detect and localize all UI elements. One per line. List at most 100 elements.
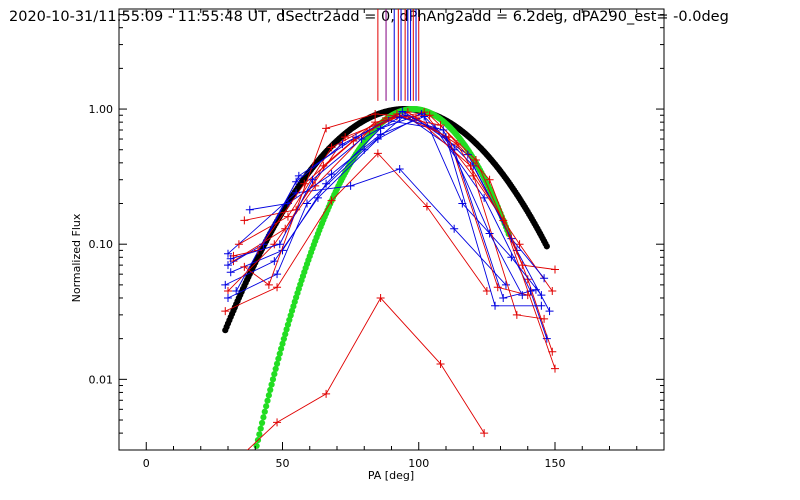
- model-point: [278, 345, 285, 352]
- y-tick-label: 0.10: [89, 238, 114, 251]
- data-point: [221, 307, 230, 316]
- model-point: [268, 381, 275, 388]
- data-point: [398, 107, 407, 116]
- series-blue: [221, 114, 549, 289]
- model-point: [269, 376, 277, 383]
- data-point: [436, 121, 445, 130]
- model-point: [273, 360, 281, 367]
- data-point: [311, 181, 320, 190]
- model-point: [279, 340, 286, 347]
- data-point: [507, 253, 516, 262]
- data-point: [540, 274, 549, 283]
- data-point: [346, 181, 355, 190]
- x-tick-label: 150: [545, 457, 566, 470]
- data-point: [531, 285, 540, 294]
- series-line: [227, 111, 556, 369]
- model-point: [256, 431, 263, 438]
- data-point: [452, 140, 461, 149]
- data-point: [537, 291, 546, 300]
- chart-title: 2020-10-31/11:55:09 - 11:55:48 UT, dSect…: [9, 9, 729, 25]
- data-point: [480, 429, 489, 438]
- axes: 0 50 100 150 0.01 0.10 1.00: [89, 9, 664, 470]
- series-blue: [232, 116, 551, 343]
- data-point: [264, 280, 273, 289]
- data-point: [420, 112, 429, 121]
- data-point: [545, 307, 554, 316]
- model-point: [258, 419, 266, 427]
- data-point: [224, 287, 232, 296]
- data-point: [436, 359, 445, 368]
- data-point: [395, 165, 404, 174]
- data-point: [548, 347, 557, 356]
- series-blue: [226, 113, 527, 300]
- model-point: [275, 355, 282, 362]
- data-point: [224, 293, 232, 302]
- model-curves: [222, 105, 550, 450]
- data-point: [373, 149, 382, 158]
- data-point: [221, 280, 230, 289]
- data-point: [480, 193, 489, 202]
- data-point: [376, 293, 385, 302]
- data-point: [349, 137, 358, 146]
- data-point: [450, 224, 459, 233]
- data-point: [499, 293, 508, 302]
- model-point: [265, 392, 272, 399]
- data-point: [499, 216, 508, 225]
- data-point: [501, 280, 510, 289]
- data-point: [371, 109, 380, 118]
- series-red: [224, 108, 559, 373]
- series-red: [229, 109, 532, 300]
- data-point: [322, 179, 331, 188]
- series-line: [225, 152, 488, 312]
- data-point: [439, 125, 448, 134]
- series-line: [230, 116, 523, 296]
- data-point: [515, 240, 524, 249]
- series-line: [233, 113, 528, 296]
- data-point: [240, 262, 249, 271]
- data-point: [357, 135, 366, 144]
- data-point: [234, 240, 243, 249]
- data-point: [512, 310, 521, 319]
- data-point: [551, 265, 559, 274]
- data-point: [548, 287, 557, 296]
- data-point: [341, 133, 350, 142]
- series-line: [238, 114, 556, 270]
- series-blue: [224, 107, 546, 310]
- data-point: [259, 240, 268, 249]
- vertical-markers: [377, 9, 420, 101]
- data-point: [308, 175, 317, 184]
- model-point: [543, 243, 550, 250]
- model-point: [276, 350, 283, 357]
- data-point: [224, 249, 232, 258]
- model-point: [261, 408, 268, 415]
- data-point: [537, 301, 546, 310]
- y-axis-label: Normalized Flux: [70, 213, 83, 302]
- series-red: [246, 293, 489, 450]
- data-point: [294, 171, 303, 180]
- data-point: [463, 150, 472, 159]
- series-line: [246, 297, 485, 450]
- data-point: [245, 205, 254, 214]
- data-point: [491, 301, 500, 310]
- y-tick-label: 0.01: [89, 373, 114, 386]
- data-point: [224, 261, 232, 270]
- x-axis-label: PA [deg]: [368, 469, 414, 482]
- data-point: [270, 257, 279, 266]
- model-point: [257, 425, 264, 432]
- data-point: [275, 240, 284, 249]
- model-point: [284, 321, 292, 328]
- data-point: [422, 202, 431, 211]
- model-point: [271, 370, 278, 378]
- data-point: [551, 364, 559, 373]
- model-point: [264, 397, 271, 404]
- data-point: [485, 175, 494, 184]
- data-point: [540, 314, 549, 323]
- data-point: [273, 270, 282, 279]
- series-blue: [226, 109, 554, 316]
- data-point: [300, 179, 309, 188]
- data-point: [283, 212, 292, 221]
- series-red: [221, 149, 491, 316]
- x-tick-label: 0: [143, 457, 150, 470]
- data-point: [240, 216, 249, 225]
